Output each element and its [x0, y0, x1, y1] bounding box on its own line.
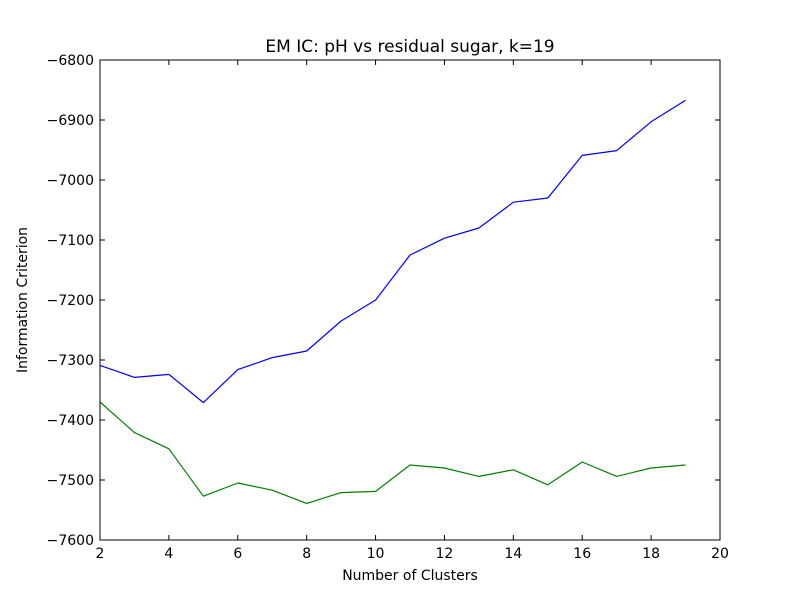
x-tick-label: 12	[436, 546, 454, 562]
y-axis: −7600 −7500 −7400 −7300 −7200 −7100 −7000 −6900…	[47, 53, 720, 549]
plot-area	[99, 59, 721, 541]
x-tick-label: 2	[96, 546, 105, 562]
y-tick-label: −6800	[47, 53, 94, 69]
plot-frame	[99, 59, 721, 541]
y-tick-label: −7200	[47, 293, 94, 309]
x-axis-label: Number of Clusters	[342, 568, 478, 584]
y-tick-label: −7300	[47, 353, 94, 369]
y-tick-label: −7500	[47, 473, 94, 489]
x-tick-label: 10	[367, 546, 385, 562]
series-layer	[99, 99, 686, 504]
x-tick-label: 14	[504, 546, 522, 562]
x-tick-label: 18	[642, 546, 660, 562]
y-tick-label: −7000	[47, 173, 94, 189]
chart-title: EM IC: pH vs residual sugar, k=19	[265, 37, 554, 57]
x-tick-label: 8	[302, 546, 311, 562]
x-tick-label: 4	[164, 546, 173, 562]
y-axis-label: Information Criterion	[15, 227, 31, 373]
y-tick-label: −6900	[47, 113, 94, 129]
x-tick-label: 16	[573, 546, 591, 562]
y-tick-label: −7600	[47, 533, 94, 549]
y-tick-label: −7100	[47, 233, 94, 249]
x-axis: 2 4 6 8 10 12 14 16 18 20	[96, 60, 729, 562]
series-line-2	[99, 401, 686, 504]
x-tick-label: 6	[233, 546, 242, 562]
x-tick-label: 20	[711, 546, 729, 562]
y-tick-label: −7400	[47, 413, 94, 429]
series-line-1	[99, 99, 686, 404]
